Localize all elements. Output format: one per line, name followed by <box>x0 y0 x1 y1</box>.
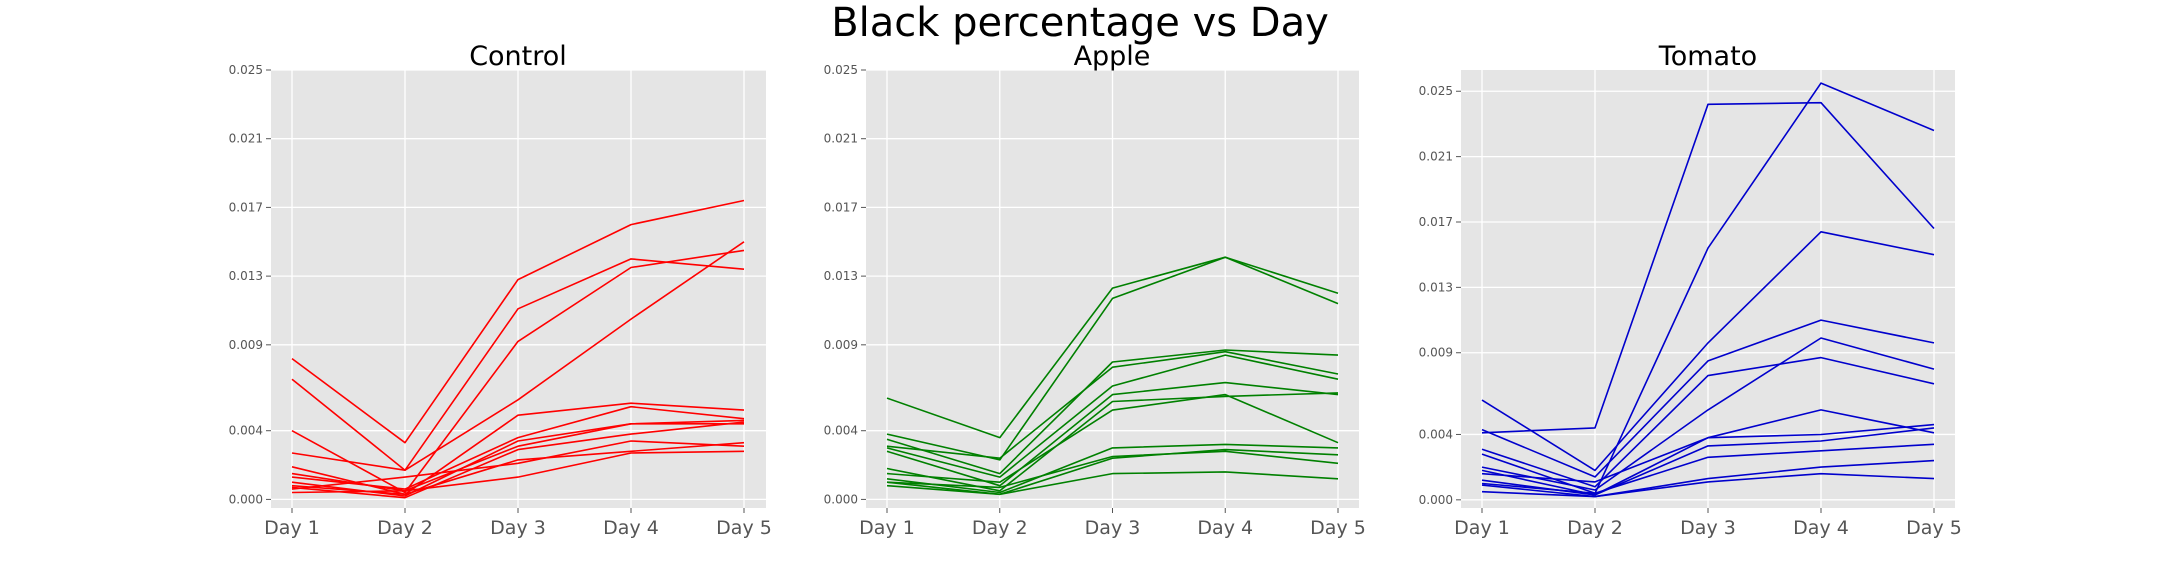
series-line-tomato-10 <box>1481 443 1935 495</box>
series-line-control-4 <box>291 241 745 472</box>
series-line-tomato-4 <box>1481 319 1935 478</box>
y-tick-label: 0.021 <box>1419 150 1453 164</box>
y-tick-label: 0.000 <box>824 492 858 506</box>
y-tick-label: 0.021 <box>824 132 858 146</box>
x-tick-label: Day 3 <box>490 517 546 539</box>
y-tick-label: 0.004 <box>1419 427 1453 441</box>
x-tick-label: Day 1 <box>1454 517 1510 539</box>
y-tick-label: 0.004 <box>824 424 858 438</box>
x-tick-label: Day 3 <box>1680 517 1736 539</box>
y-tick-label: 0.017 <box>824 200 858 214</box>
plot-area-control: 0.000 0.004 0.009 0.013 0.017 0.021 0.025 Day 1… <box>229 63 772 539</box>
panel-title-tomato: Tomato <box>1658 41 1757 72</box>
plot-area-tomato: 0.000 0.004 0.009 0.013 0.017 0.021 0.025 Day 1… <box>1419 70 1962 539</box>
y-tick-label: 0.017 <box>229 200 263 214</box>
x-tick-label: Day 5 <box>1310 517 1366 539</box>
series-line-control-10 <box>291 440 745 490</box>
series-line-control-1 <box>291 199 745 444</box>
x-tick-label: Day 5 <box>1906 517 1962 539</box>
y-tick-label: 0.009 <box>824 338 858 352</box>
panel-control: 0.000 0.004 0.009 0.013 0.017 0.021 0.025 Day 1… <box>229 41 772 539</box>
y-tick-label: 0.009 <box>229 338 263 352</box>
series-line-apple-3 <box>886 349 1339 475</box>
y-tick-label: 0.013 <box>229 269 263 283</box>
y-tick-label: 0.009 <box>1419 346 1453 360</box>
series-line-control-12 <box>291 450 745 494</box>
series-line-tomato-6 <box>1481 337 1935 491</box>
y-tick-label: 0.021 <box>229 132 263 146</box>
x-tick-label: Day 2 <box>1567 517 1623 539</box>
series-line-tomato-12 <box>1481 472 1935 498</box>
x-tick-label: Day 1 <box>859 517 915 539</box>
panel-title-apple: Apple <box>1074 41 1151 72</box>
series-line-apple-8 <box>886 393 1339 484</box>
x-tick-label: Day 1 <box>264 517 320 539</box>
series-line-apple-6 <box>886 381 1339 487</box>
series-line-apple-1 <box>886 256 1339 439</box>
figure-title: Black percentage vs Day <box>831 0 1329 46</box>
y-tick-label: 0.017 <box>1419 215 1453 229</box>
panel-title-control: Control <box>469 41 567 72</box>
series-line-apple-2 <box>886 256 1339 461</box>
series-line-tomato-5 <box>1481 356 1935 488</box>
x-tick-label: Day 3 <box>1085 517 1141 539</box>
series-line-tomato-1 <box>1481 101 1935 434</box>
y-tick-label: 0.013 <box>824 269 858 283</box>
x-tick-label: Day 4 <box>1197 517 1253 539</box>
series-line-tomato-11 <box>1481 459 1935 498</box>
y-tick-label: 0.025 <box>229 63 263 77</box>
panel-tomato: 0.000 0.004 0.009 0.013 0.017 0.021 0.025 Day 1… <box>1419 41 1962 539</box>
y-tick-label: 0.004 <box>229 424 263 438</box>
series-line-control-8 <box>291 422 744 492</box>
panel-apple: 0.000 0.004 0.009 0.013 0.017 0.021 0.025 Day 1… <box>824 41 1366 539</box>
plot-area-apple: 0.000 0.004 0.009 0.013 0.017 0.021 0.025 Day 1… <box>824 63 1366 539</box>
x-tick-label: Day 2 <box>972 517 1028 539</box>
x-tick-label: Day 5 <box>716 517 772 539</box>
series-line-apple-9 <box>886 443 1339 494</box>
series-line-apple-4 <box>886 350 1339 460</box>
series-line-apple-12 <box>886 471 1339 496</box>
y-tick-label: 0.000 <box>229 492 263 506</box>
series-line-apple-11 <box>886 450 1339 489</box>
series-line-tomato-2 <box>1481 82 1935 495</box>
series-line-apple-7 <box>886 392 1339 492</box>
series-line-apple-10 <box>886 448 1339 496</box>
x-tick-label: Day 2 <box>377 517 433 539</box>
series-line-control-9 <box>291 421 745 499</box>
y-tick-label: 0.000 <box>1419 493 1453 507</box>
series-line-tomato-3 <box>1481 231 1935 472</box>
y-tick-label: 0.025 <box>1419 84 1453 98</box>
series-line-tomato-8 <box>1481 423 1935 483</box>
x-tick-label: Day 4 <box>603 517 659 539</box>
series-line-control-3 <box>291 249 745 494</box>
series-line-apple-5 <box>886 354 1339 478</box>
y-tick-label: 0.025 <box>824 63 858 77</box>
y-tick-label: 0.013 <box>1419 280 1453 294</box>
x-tick-label: Day 4 <box>1793 517 1849 539</box>
